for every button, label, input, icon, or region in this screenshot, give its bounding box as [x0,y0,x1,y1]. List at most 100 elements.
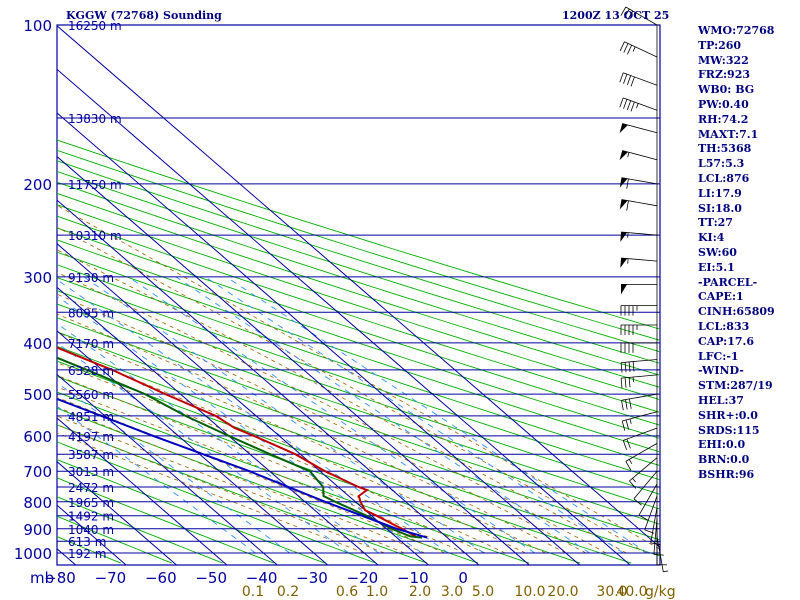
dry-adiabat [57,251,660,453]
index-item: EI:5.1 [698,260,735,274]
height-label: 9130 m [68,271,114,285]
moist-adiabat [57,406,425,554]
index-item: -WIND- [698,364,744,378]
wind-barb [619,41,658,58]
dry-adiabat [57,331,660,541]
dry-adiabat [57,290,660,495]
chart-grid [0,25,660,565]
wind-barb [620,231,658,242]
index-item: STM:287/19 [698,379,773,393]
wind-barb [619,72,658,87]
moist-adiabat [57,415,405,554]
dry-adiabat [57,139,660,330]
index-item: HEL:37 [698,393,744,407]
moist-adiabat [57,424,385,554]
index-item: TT:27 [698,216,733,230]
pressure-tick-label: 400 [23,335,52,353]
pressure-unit-label: mb [30,569,54,587]
mixing-ratio-label: 0.2 [277,584,299,600]
dry-adiabat [57,441,377,564]
isotherm [57,112,581,565]
index-item: SW:60 [698,245,737,259]
isotherm [57,417,228,565]
moist-adiabat [57,374,486,554]
isotherm [57,155,530,565]
mixing-ratio-line [204,276,624,554]
wind-barb [638,483,658,521]
height-label: 2472 m [68,481,114,495]
mixing-ratio-line [83,276,485,554]
height-label: 5560 m [68,388,114,402]
dry-adiabat [57,496,223,564]
mixing-ratio-line [57,295,422,554]
pressure-tick-label: 800 [23,494,52,512]
mixing-ratio-label: 30.0 [596,584,627,600]
wind-barb [653,518,664,556]
dry-adiabat [57,407,479,564]
index-item: LI:17.9 [698,186,742,200]
mixing-ratio-label: 1.0 [366,584,388,600]
dry-adiabat [57,149,660,341]
index-item: L57:5.3 [698,157,745,171]
chart-labels: 100 200 300 400 500 600 700 800 900 1000 16250 m 13… [14,17,676,600]
index-item: WMO:72768 [698,24,775,37]
index-item: SI:18.0 [698,201,742,215]
wind-barb [619,97,658,112]
moist-adiabat [57,362,506,554]
dewpoint-line [57,356,423,539]
index-item: MAXT:7.1 [698,127,759,141]
index-item: WB0: BG [698,83,755,97]
index-item: BRN:0.0 [698,453,750,467]
index-item: -PARCEL- [698,275,758,289]
wind-barb [619,150,658,161]
index-item: SHR+:0.0 [698,408,758,422]
pressure-tick-label: 500 [23,386,52,404]
pressure-tick-label: 700 [23,463,52,481]
height-label: 13830 m [68,112,122,126]
mixing-ratio-line [57,342,350,554]
dry-adiabat [57,459,326,564]
wind-barb [620,359,658,373]
dry-adiabat [57,215,660,413]
isotherm [57,243,429,565]
index-item: MW:322 [698,53,749,67]
pressure-tick-label: 900 [23,521,52,539]
mixing-ratio-label: 5.0 [472,584,494,600]
wind-barb [620,324,657,335]
temperature-tick-label: −70 [95,569,127,587]
wind-barb [620,374,658,389]
isotherm [57,548,77,565]
mixing-ratio-label: 2.0 [409,584,431,600]
dry-adiabat [57,264,660,467]
height-label: 3013 m [68,465,114,479]
dry-adiabat [57,277,660,481]
index-item: EHI:0.0 [698,438,746,452]
temperature-tick-label: −40 [246,569,278,587]
plot-frame [56,24,661,566]
wind-barb [619,123,658,134]
height-label: 6328 m [68,364,114,378]
wind-barb [622,427,658,450]
temperature-tick-label: −30 [296,569,328,587]
height-label: 613 m [68,535,106,549]
mixing-ratio-line [57,279,449,554]
pressure-tick-label: 300 [23,269,52,287]
chart-series [57,346,428,539]
temperature-line [57,346,416,538]
index-item: CINH:65809 [698,305,775,319]
isotherm [57,25,660,548]
pressure-tick-label: 200 [23,176,52,194]
mixing-ratio-label: 0.6 [336,584,358,600]
wind-barb [625,443,658,471]
dry-adiabat [57,204,660,401]
temperature-tick-label: −10 [397,569,429,587]
height-label: 11750 m [68,178,122,192]
dry-adiabat [57,477,275,564]
isotherm [0,25,25,565]
parcel-line [57,397,428,539]
station-title: KGGW (72768) Sounding [66,9,222,22]
dry-adiabat [57,192,660,388]
dry-adiabat [57,515,172,564]
moist-adiabat [57,432,365,554]
sounding-time: 1200Z 13 OCT 25 [562,9,670,22]
